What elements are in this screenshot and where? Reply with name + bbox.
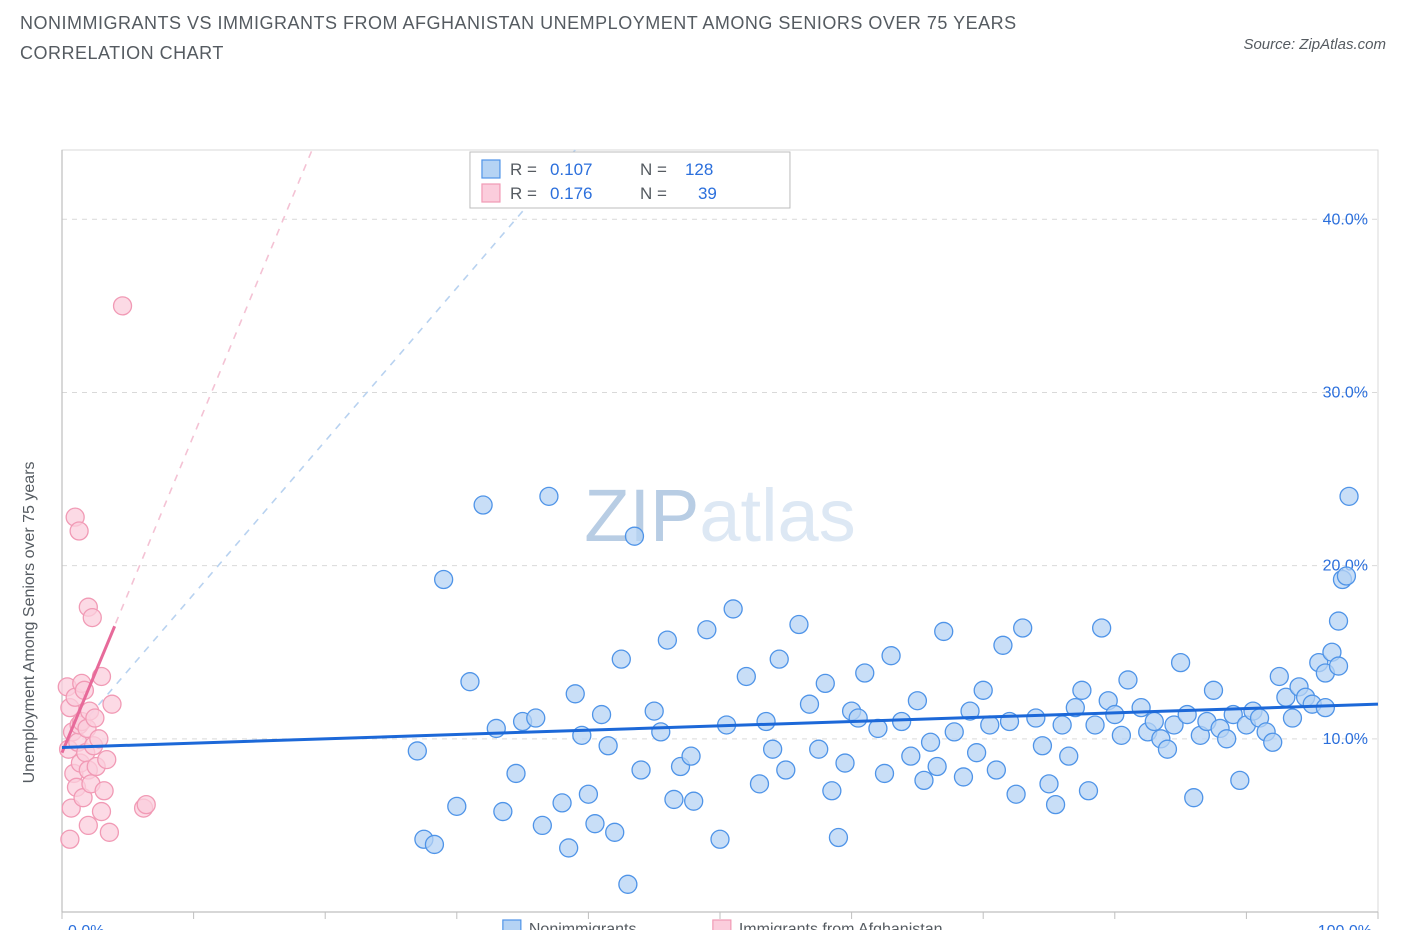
scatter-chart-svg: 10.0%20.0%30.0%40.0%0.0%100.0%ZIPatlasUn… — [0, 72, 1406, 930]
source-label: Source: ZipAtlas.com — [1243, 8, 1386, 53]
svg-text:0.0%: 0.0% — [68, 923, 104, 930]
svg-text:N =: N = — [640, 160, 667, 179]
svg-text:Unemployment Among Seniors ove: Unemployment Among Seniors over 75 years — [21, 461, 38, 783]
svg-text:30.0%: 30.0% — [1323, 384, 1368, 401]
svg-text:0.176: 0.176 — [550, 184, 593, 203]
svg-text:Nonimmigrants: Nonimmigrants — [529, 921, 637, 930]
chart-area: 10.0%20.0%30.0%40.0%0.0%100.0%ZIPatlasUn… — [0, 72, 1406, 930]
chart-header: NONIMMIGRANTS VS IMMIGRANTS FROM AFGHANI… — [0, 0, 1406, 68]
svg-text:N =: N = — [640, 184, 667, 203]
svg-text:40.0%: 40.0% — [1323, 211, 1368, 228]
chart-title: NONIMMIGRANTS VS IMMIGRANTS FROM AFGHANI… — [20, 8, 1120, 68]
svg-text:39: 39 — [698, 184, 717, 203]
svg-text:R =: R = — [510, 160, 537, 179]
svg-text:128: 128 — [685, 160, 713, 179]
svg-text:0.107: 0.107 — [550, 160, 593, 179]
svg-text:100.0%: 100.0% — [1318, 923, 1372, 930]
svg-text:R =: R = — [510, 184, 537, 203]
svg-text:10.0%: 10.0% — [1323, 731, 1368, 748]
svg-text:ZIPatlas: ZIPatlas — [584, 474, 855, 557]
svg-text:Immigrants from Afghanistan: Immigrants from Afghanistan — [739, 921, 943, 930]
